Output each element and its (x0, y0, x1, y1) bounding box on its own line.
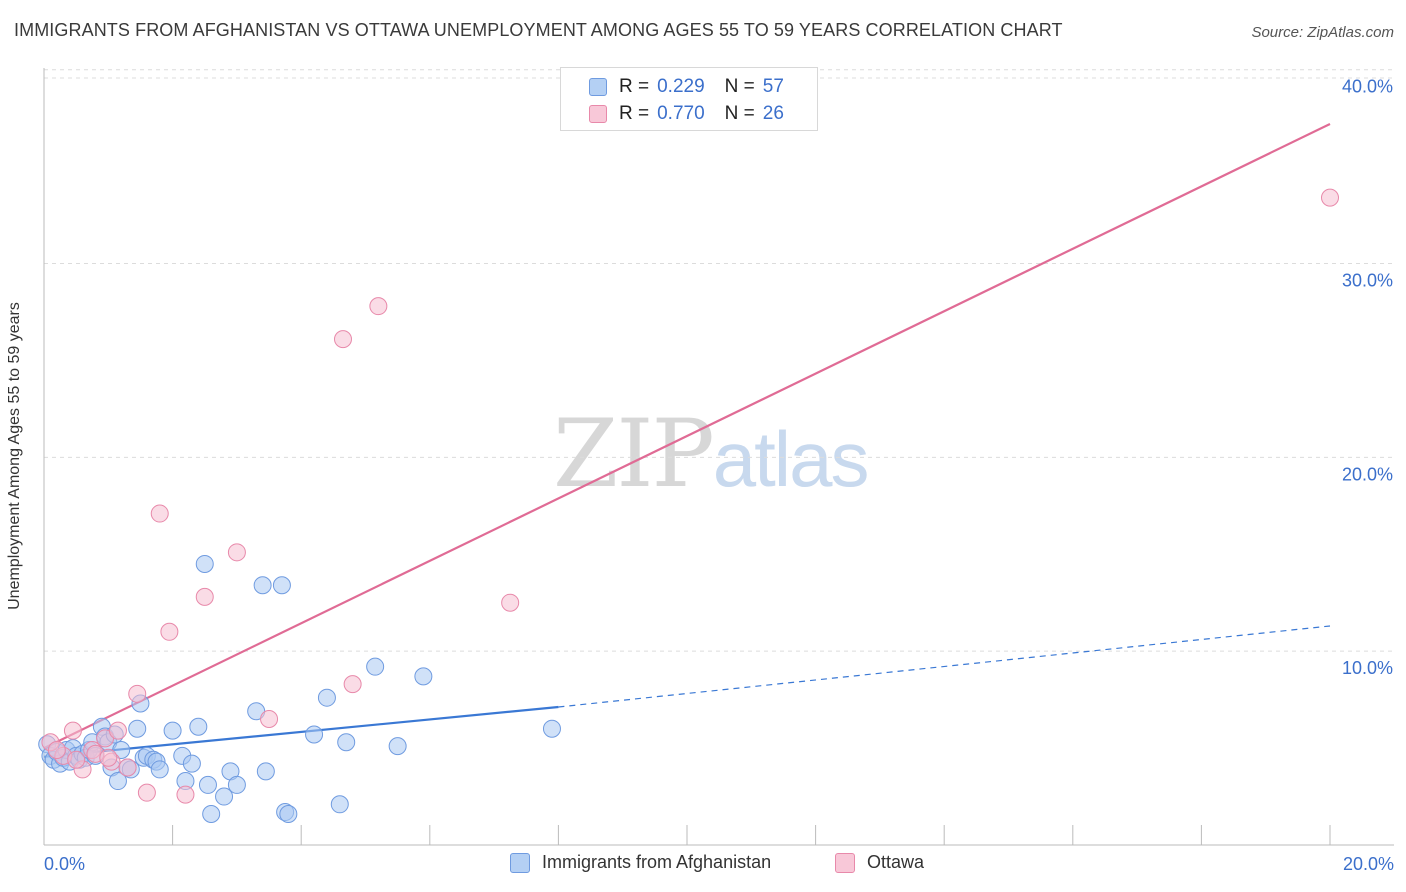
legend-label: Immigrants from Afghanistan (542, 852, 772, 872)
data-point-ottawa (195, 587, 214, 606)
legend-swatch-blue (589, 78, 607, 96)
trend-line-ottawa (43, 122, 1331, 750)
data-point-afghanistan (305, 725, 324, 744)
x-tick-label: 0.0% (44, 854, 85, 874)
data-point-ottawa (47, 741, 66, 760)
y-tick-label: 30.0% (1342, 271, 1393, 291)
data-point-afghanistan (542, 719, 561, 738)
data-point-ottawa (260, 710, 279, 729)
data-point-ottawa (67, 750, 86, 769)
gridlines (44, 69, 1394, 652)
legend-row-ottawa: R = 0.770 N = 26 (589, 102, 784, 126)
data-point-ottawa (128, 684, 147, 703)
data-point-afghanistan (317, 688, 336, 707)
legend-swatch-pink (835, 852, 855, 873)
data-point-ottawa (227, 543, 246, 562)
legend-item-afghanistan: Immigrants from Afghanistan (510, 852, 771, 873)
y-tick-label: 10.0% (1342, 658, 1393, 678)
tick-labels: 10.0% 20.0% 30.0% 40.0% 0.0% 20.0% (44, 77, 1394, 874)
data-point-afghanistan (128, 719, 147, 738)
data-point-afghanistan (227, 775, 246, 794)
watermark: ZIPatlas (553, 400, 870, 509)
data-point-afghanistan (198, 775, 217, 794)
data-point-afghanistan (189, 717, 208, 736)
data-point-afghanistan (366, 657, 385, 676)
data-point-afghanistan (256, 762, 275, 781)
chart-title: IMMIGRANTS FROM AFGHANISTAN VS OTTAWA UN… (14, 20, 1063, 40)
r-value: 0.229 (657, 76, 705, 97)
data-point-afghanistan (215, 787, 234, 806)
legend-row-afghanistan: R = 0.229 N = 57 (589, 75, 784, 99)
data-point-afghanistan (330, 795, 349, 814)
data-point-afghanistan (182, 754, 201, 773)
data-point-ottawa (137, 783, 156, 802)
data-point-ottawa (118, 758, 137, 777)
n-value: 26 (762, 103, 784, 124)
watermark-atlas: atlas (712, 415, 870, 503)
series-legend: Immigrants from Afghanistan Ottawa (0, 852, 1406, 876)
data-point-afghanistan (414, 667, 433, 686)
data-point-ottawa (176, 785, 195, 804)
r-label: R = (619, 76, 650, 97)
r-value: 0.770 (657, 103, 705, 124)
legend-label: Ottawa (867, 852, 925, 872)
data-point-afghanistan (202, 804, 221, 823)
data-points (38, 188, 1339, 823)
n-label: N = (724, 76, 755, 97)
trend-line-afghanistan-projection (558, 625, 1331, 708)
data-point-ottawa (150, 504, 169, 523)
correlation-legend: R = 0.229 N = 57 R = 0.770 N = 26 (560, 67, 818, 131)
data-point-afghanistan (195, 554, 214, 573)
data-point-ottawa (369, 297, 388, 316)
legend-swatch-pink (589, 105, 607, 123)
y-tick-label: 40.0% (1342, 77, 1393, 97)
watermark-zip: ZIP (553, 400, 715, 509)
legend-item-ottawa: Ottawa (835, 852, 924, 873)
trend-lines (43, 122, 1331, 758)
data-point-ottawa (99, 748, 118, 767)
data-point-afghanistan (388, 737, 407, 756)
data-point-afghanistan (253, 576, 272, 595)
axes (43, 68, 1394, 846)
data-point-ottawa (160, 622, 179, 641)
n-value: 57 (762, 76, 784, 97)
data-point-ottawa (63, 721, 82, 740)
data-point-afghanistan (337, 733, 356, 752)
data-point-ottawa (108, 721, 127, 740)
data-point-afghanistan (150, 760, 169, 779)
data-point-afghanistan (272, 576, 291, 595)
data-point-afghanistan (279, 804, 298, 823)
data-point-ottawa (1321, 188, 1339, 207)
r-label: R = (619, 103, 650, 124)
data-point-ottawa (333, 330, 352, 349)
n-label: N = (724, 103, 755, 124)
data-point-ottawa (343, 675, 362, 694)
x-tick-label: 20.0% (1343, 854, 1394, 874)
data-point-ottawa (501, 593, 520, 612)
y-tick-label: 20.0% (1342, 464, 1393, 484)
data-point-afghanistan (108, 772, 127, 791)
y-axis-label: Unemployment Among Ages 55 to 59 years (6, 302, 23, 610)
legend-swatch-blue (510, 852, 530, 873)
source-credit: Source: ZipAtlas.com (1251, 24, 1394, 41)
data-point-afghanistan (163, 721, 182, 740)
